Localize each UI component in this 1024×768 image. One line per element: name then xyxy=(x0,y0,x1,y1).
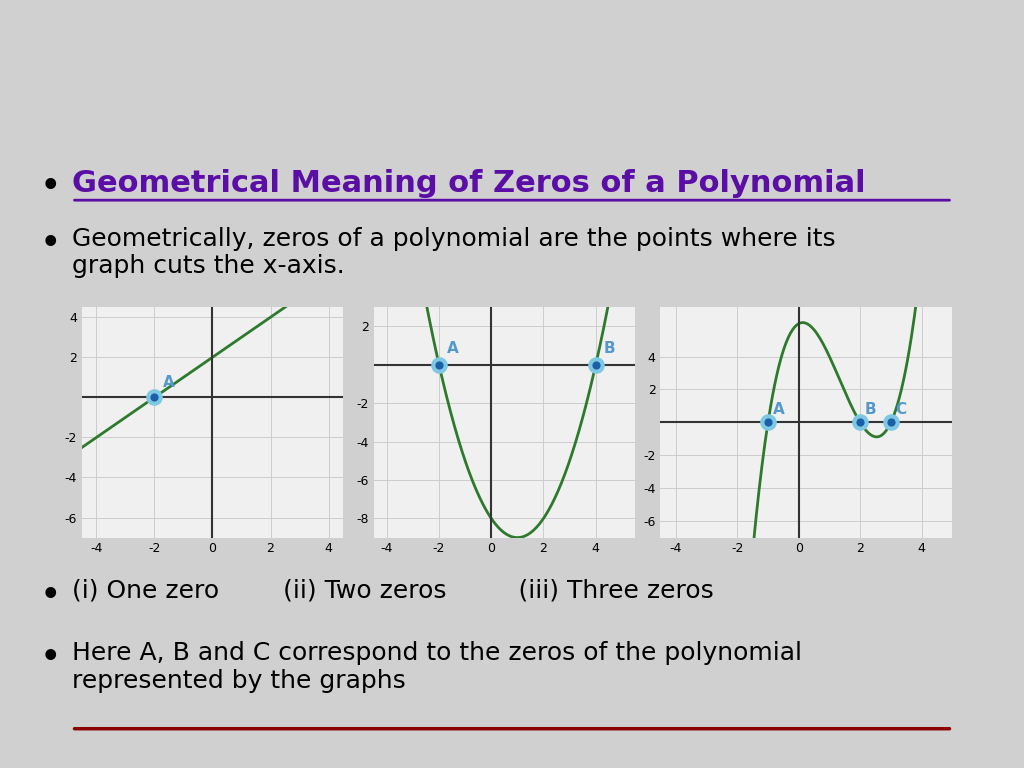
Text: Geometrically, zeros of a polynomial are the points where its
graph cuts the x-a: Geometrically, zeros of a polynomial are… xyxy=(72,227,836,279)
Point xyxy=(852,416,868,429)
Point xyxy=(146,391,163,403)
Point xyxy=(760,416,776,429)
Text: A: A xyxy=(163,376,175,390)
Point xyxy=(588,359,604,371)
Text: Geometrical Meaning of Zeros of a Polynomial: Geometrical Meaning of Zeros of a Polyno… xyxy=(72,170,865,198)
Text: B: B xyxy=(603,341,615,356)
Text: Here A, B and C correspond to the zeros of the polynomial
represented by the gra: Here A, B and C correspond to the zeros … xyxy=(72,641,802,693)
Text: (i) One zero        (ii) Two zeros         (iii) Three zeros: (i) One zero (ii) Two zeros (iii) Three … xyxy=(72,579,714,603)
Text: •: • xyxy=(41,643,60,672)
Text: C: C xyxy=(895,402,906,417)
Point xyxy=(431,359,447,371)
Text: A: A xyxy=(446,341,459,356)
Text: •: • xyxy=(41,581,60,610)
Text: B: B xyxy=(864,402,877,417)
Text: •: • xyxy=(41,171,60,200)
Text: •: • xyxy=(41,229,60,258)
Text: A: A xyxy=(773,402,784,417)
Point xyxy=(883,416,899,429)
